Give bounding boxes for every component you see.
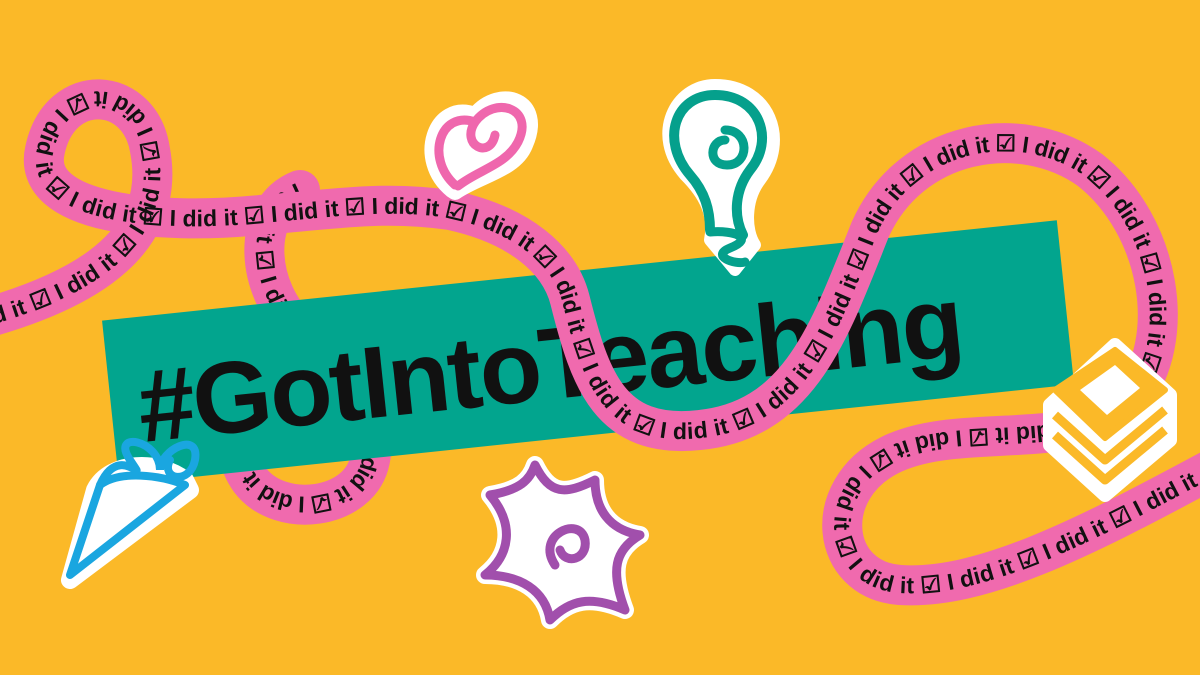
ice-cream-cone-icon xyxy=(61,438,200,589)
stack-icon xyxy=(1043,338,1177,502)
star-icon xyxy=(476,456,649,629)
lightbulb-icon xyxy=(662,79,780,276)
heart-icon xyxy=(424,91,538,200)
